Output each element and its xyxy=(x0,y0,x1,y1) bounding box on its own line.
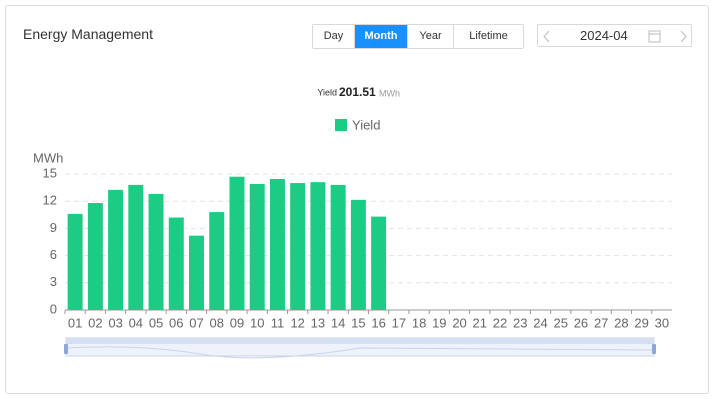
y-tick-label: 0 xyxy=(50,301,57,316)
bar xyxy=(108,189,124,310)
calendar-icon[interactable] xyxy=(648,30,661,43)
x-tick-label: 19 xyxy=(432,315,446,330)
x-tick-label: 28 xyxy=(614,315,628,330)
x-tick-label: 15 xyxy=(351,315,365,330)
bar xyxy=(371,216,387,310)
x-tick-label: 26 xyxy=(574,315,588,330)
bar xyxy=(249,183,265,310)
y-tick-label: 15 xyxy=(43,165,57,180)
date-icons xyxy=(543,30,687,43)
bar xyxy=(148,193,164,310)
card xyxy=(5,5,709,394)
x-tick-label: 08 xyxy=(210,315,224,330)
x-tick-label: 04 xyxy=(129,315,143,330)
tab[interactable]: Day xyxy=(313,25,355,48)
y-tick-label: 9 xyxy=(50,220,57,235)
x-tick-label: 23 xyxy=(513,315,527,330)
date-text: 2024-04 xyxy=(580,28,628,43)
x-tick-label: 25 xyxy=(553,315,567,330)
x-tick-label: 03 xyxy=(108,315,122,330)
bar xyxy=(87,203,103,310)
x-tick-label: 29 xyxy=(634,315,648,330)
tab[interactable]: Month xyxy=(355,25,408,48)
x-tick-label: 01 xyxy=(68,315,82,330)
x-tick-label: 02 xyxy=(88,315,102,330)
x-tick-label: 16 xyxy=(371,315,385,330)
x-tick-label: 22 xyxy=(493,315,507,330)
date-picker[interactable]: 2024-04 xyxy=(537,24,692,47)
x-tick-label: 30 xyxy=(655,315,669,330)
tab-group: Day Month Year Lifetime xyxy=(312,24,524,49)
legend-swatch xyxy=(335,119,347,131)
x-tick-label: 20 xyxy=(452,315,466,330)
summary-value: 201.51 xyxy=(339,85,376,99)
prev-arrow[interactable] xyxy=(543,30,550,43)
tab[interactable]: Year xyxy=(408,25,454,48)
x-tick-label: 10 xyxy=(250,315,264,330)
x-tick-label: 09 xyxy=(230,315,244,330)
bar xyxy=(330,184,346,310)
next-arrow[interactable] xyxy=(680,30,687,43)
bar xyxy=(229,176,245,310)
tab[interactable]: Lifetime xyxy=(469,30,508,42)
y-tick-label: 3 xyxy=(50,274,57,289)
bar xyxy=(128,184,144,310)
x-tick-label: 13 xyxy=(311,315,325,330)
legend-label: Yield xyxy=(352,117,380,132)
x-tick-label: 21 xyxy=(473,315,487,330)
bar xyxy=(269,178,285,310)
bar xyxy=(189,235,205,310)
bar xyxy=(168,217,184,310)
x-tick-label: 05 xyxy=(149,315,163,330)
y-axis-label: MWh xyxy=(33,150,63,165)
x-tick-label: 14 xyxy=(331,315,345,330)
bar xyxy=(350,199,366,310)
x-tick-label: 17 xyxy=(392,315,406,330)
x-tick-label: 06 xyxy=(169,315,183,330)
x-tick-label: 12 xyxy=(290,315,304,330)
x-tick-label: 11 xyxy=(271,315,285,330)
x-tick-label: 27 xyxy=(594,315,608,330)
x-tick-label: 18 xyxy=(412,315,426,330)
y-tick-label: 6 xyxy=(50,247,57,262)
zoom-handle-left[interactable] xyxy=(64,344,68,354)
bar xyxy=(209,212,225,310)
zoom-handle-right[interactable] xyxy=(652,344,656,354)
bar xyxy=(290,183,306,310)
zoom-slider-handle-bar[interactable] xyxy=(66,338,654,344)
zoom-preview xyxy=(65,346,655,359)
x-tick-label: 07 xyxy=(189,315,203,330)
x-tick-label: 24 xyxy=(533,315,547,330)
summary-label: Yield xyxy=(317,87,337,97)
bar xyxy=(67,213,83,310)
summary-unit: MWh xyxy=(379,88,400,98)
y-tick-label: 12 xyxy=(43,193,57,208)
bar xyxy=(310,182,326,310)
widget-title: Energy Management xyxy=(23,26,153,42)
